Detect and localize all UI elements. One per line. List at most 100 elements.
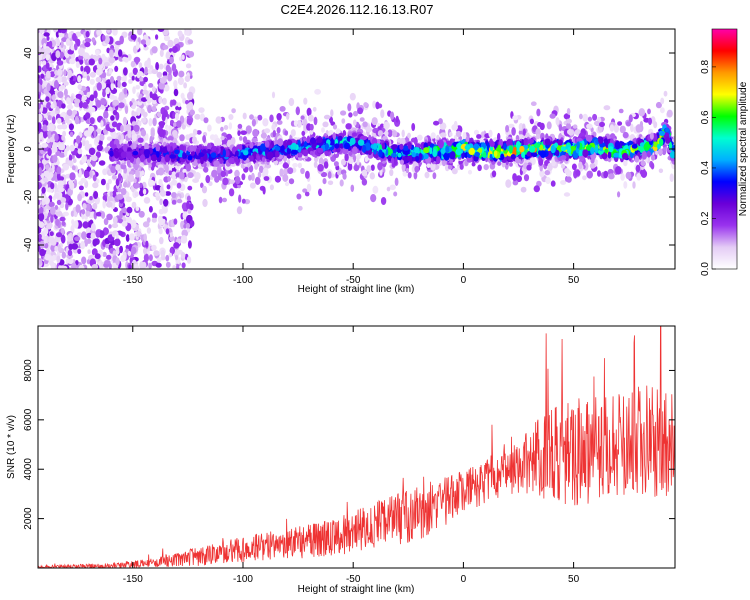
spectrogram-cell	[228, 114, 234, 120]
spectrogram-cell	[85, 140, 90, 146]
spectrogram-cell	[158, 63, 164, 70]
spectrogram-cell	[131, 75, 135, 81]
spectrogram-cell	[169, 56, 175, 64]
spectrogram-cell	[177, 76, 184, 86]
spectrogram-cell	[38, 184, 41, 190]
spectrogram-cell	[82, 203, 87, 210]
spectrogram-cell	[166, 184, 171, 190]
spectrogram-cell	[148, 118, 153, 127]
spectrogram-cell	[411, 123, 416, 131]
spectrogram-cell	[56, 38, 61, 47]
spectrogram-cell	[168, 170, 172, 176]
spectrogram-cell	[92, 182, 99, 189]
spectrogram-cell	[145, 93, 150, 100]
spectrogram-cell	[162, 71, 168, 77]
spectrogram-cell	[258, 165, 264, 174]
spectrogram-cell	[617, 191, 621, 198]
spectrogram-cell	[609, 124, 615, 132]
spectrogram-cell	[179, 134, 185, 142]
spectrogram-cell	[115, 246, 120, 255]
spectrogram-cell	[177, 30, 183, 37]
spectrogram-cell	[639, 121, 644, 128]
spectrogram-cell	[111, 121, 118, 128]
spectrogram-cell	[107, 106, 113, 112]
spectrogram-cell	[78, 180, 84, 186]
spectrogram-cell	[75, 61, 80, 69]
spectrogram-cell	[389, 184, 396, 191]
spectrogram-cell	[455, 130, 462, 138]
spectrogram-cell	[51, 116, 56, 125]
spectrogram-cell	[660, 107, 665, 114]
spectrogram-cell	[186, 118, 192, 125]
spectrogram-cell	[80, 65, 84, 72]
spectrogram-cell	[78, 100, 84, 109]
spectrogram-cell	[473, 129, 480, 136]
spectrogram-cell	[651, 154, 656, 161]
spectrogram-cell	[150, 162, 155, 171]
spectrogram-cell	[242, 136, 248, 144]
spectrogram-cell	[144, 66, 148, 75]
spectrogram-cell	[200, 182, 204, 189]
spectrogram-cell	[240, 130, 247, 135]
spectrogram-cell	[551, 159, 556, 167]
spectrogram-cell	[282, 162, 289, 169]
spectrogram-cell	[46, 82, 51, 92]
spectrogram-cell	[118, 218, 124, 224]
spectrogram-cell	[108, 263, 112, 269]
spectrogram-cell	[178, 70, 185, 78]
spectrogram-cell	[317, 164, 324, 172]
spectrogram-cell	[424, 171, 430, 179]
spectrogram-cell	[40, 73, 45, 79]
spectrogram-cell	[143, 247, 147, 255]
spectrogram-cell	[168, 67, 172, 76]
spectrogram-cell	[61, 37, 67, 43]
spectrogram-cell	[177, 102, 181, 108]
spectrogram-cell	[318, 188, 323, 197]
spectrogram-cell	[156, 71, 163, 78]
spectrogram-cell	[345, 123, 352, 130]
spectrogram-cell	[248, 174, 252, 181]
spectrogram-cell	[45, 96, 50, 102]
spectrogram-cell	[110, 81, 115, 91]
spectrogram-cell	[74, 102, 81, 108]
spectrogram-cell	[544, 170, 551, 176]
spectrogram-cell	[536, 108, 541, 117]
spectrogram-cell	[237, 123, 243, 129]
spectrogram-cell	[110, 165, 116, 174]
spectrogram-cell	[245, 125, 252, 134]
spectrogram-cell	[109, 76, 115, 84]
spectrogram-cell	[533, 185, 540, 193]
spectrogram-cell	[95, 68, 103, 76]
spectrogram-cell	[525, 132, 530, 138]
spectrogram-cell	[66, 109, 73, 117]
spectrogram-cell	[176, 198, 183, 204]
spectrogram-cell	[127, 129, 132, 139]
spectrogram-cell	[149, 91, 153, 99]
spectrogram-cell	[59, 85, 66, 90]
spectrogram-cell	[119, 245, 123, 254]
spectrogram-cell	[342, 173, 347, 180]
spectrogram-cell	[38, 133, 43, 138]
spectrogram-cell	[115, 257, 120, 266]
spectrogram-cell	[471, 161, 476, 167]
spectrogram-cell	[150, 129, 155, 138]
spectrogram-cell	[157, 29, 165, 32]
spectrogram-cell	[155, 262, 162, 268]
spectrogram-cell	[276, 113, 282, 121]
spectrogram-cell	[77, 84, 82, 90]
spectrogram-cell	[279, 168, 284, 177]
spectrogram-cell	[549, 113, 556, 119]
spectrogram-cell	[117, 80, 121, 89]
spectrogram-cell	[53, 192, 60, 199]
spectrogram-cell	[49, 71, 56, 78]
spectrogram-cell	[127, 250, 132, 257]
spectrogram-cell	[372, 185, 379, 194]
spectrogram-cell	[179, 171, 185, 180]
spectrogram-cell	[282, 169, 289, 175]
spectrogram-cell	[160, 249, 166, 258]
spectrogram-cell	[184, 75, 191, 82]
spectrogram-cell	[142, 188, 147, 195]
spectrogram-cell	[260, 132, 267, 139]
spectrogram-cell	[353, 164, 360, 172]
spectrogram-cell	[91, 37, 96, 43]
